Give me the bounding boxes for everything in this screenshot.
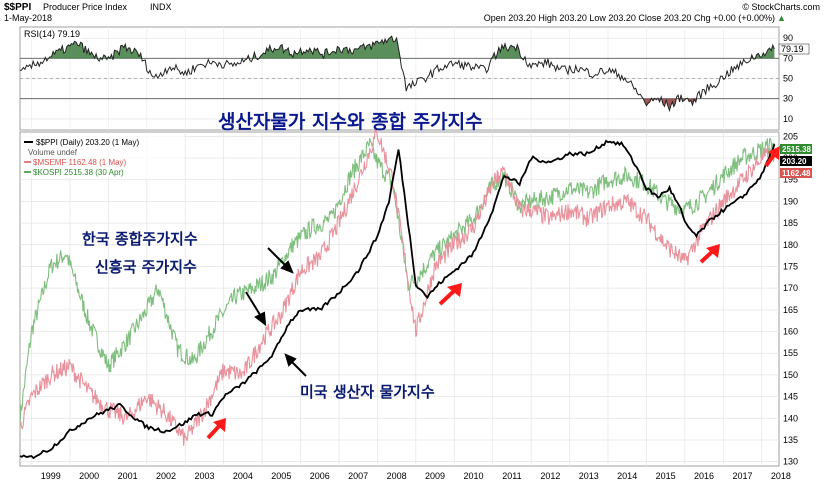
red-arrow-icon [699, 244, 720, 264]
right-value-tags: 2515.38 203.20 1162.48 [780, 144, 812, 178]
y-tick-label: 175 [783, 261, 798, 271]
x-tick-label: 2014 [617, 471, 637, 481]
annotation-pointers [245, 247, 307, 377]
x-tick-label: 2017 [732, 471, 752, 481]
red-arrow-icon [206, 418, 226, 440]
x-tick-label: 2002 [156, 471, 176, 481]
msemf-pointer-head-icon [254, 311, 267, 327]
watermark: © StockCharts.com [742, 2, 820, 12]
x-tick-label: 2018 [771, 471, 791, 481]
up-arrow-icon: ▲ [777, 13, 786, 23]
main-panel: 2052001951901851801751701651601551501451… [19, 127, 812, 481]
rsi-label: RSI(14) 79.19 [24, 29, 80, 39]
rsi-panel: 90 70 50 30 10 79.19 RSI(14) 79.19 [19, 26, 810, 131]
rsi-tick-label: 10 [783, 114, 793, 124]
x-tick-label: 2015 [656, 471, 676, 481]
x-tick-label: 2010 [463, 471, 483, 481]
y-tick-label: 155 [783, 348, 798, 358]
y-tick-label: 180 [783, 240, 798, 250]
x-tick-label: 2012 [540, 471, 560, 481]
msemf-annotation: 신흥국 주가지수 [95, 258, 197, 276]
x-axis-tick-labels: 1999 2000 2001 2002 2003 2004 2005 2006 2007 2008… [41, 471, 791, 481]
x-tick-label: 2000 [79, 471, 99, 481]
main-y-tick-labels: 2052001951901851801751701651601551501451… [783, 131, 798, 466]
x-tick-label: 2009 [425, 471, 445, 481]
y-tick-label: 185 [783, 218, 798, 228]
date-label: 1-May-2018 [4, 13, 52, 23]
legend: $$PPI (Daily) 203.20 (1 May) Volume unde… [22, 134, 184, 178]
x-tick-label: 2004 [233, 471, 253, 481]
ohlc-readout: Open 203.20 High 203.20 Low 203.20 Close… [484, 13, 775, 23]
symbol-label: $$PPI [4, 2, 31, 13]
highlight-arrows [206, 146, 780, 440]
legend-kospi: $KOSPI 2515.38 (30 Apr) [33, 168, 124, 177]
legend-msemf: $MSEMF 1162.48 (1 May) [33, 158, 127, 167]
msemf-pointer-arrow-icon [245, 291, 263, 319]
msemf-series-line [19, 127, 775, 446]
rsi-value-tag [778, 43, 810, 55]
x-tick-label: 2008 [387, 471, 407, 481]
kospi-pointer-head-icon [280, 260, 294, 274]
ppi-pointer-head-icon [284, 353, 297, 367]
y-tick-label: 145 [783, 392, 798, 402]
x-tick-label: 2003 [194, 471, 214, 481]
msemf-value-tag: 1162.48 [782, 169, 811, 178]
x-tick-label: 2011 [502, 471, 521, 481]
y-tick-label: 195 [783, 175, 798, 185]
y-tick-label: 205 [783, 131, 798, 141]
exchange-label: INDX [150, 2, 172, 12]
kospi-annotation: 한국 종합주가지수 [82, 230, 198, 248]
x-tick-label: 2005 [271, 471, 291, 481]
y-tick-label: 130 [783, 457, 798, 467]
red-arrow-icon [438, 283, 462, 306]
red-arrow-icon [764, 146, 780, 168]
y-tick-label: 190 [783, 196, 798, 206]
rsi-value-tag-text: 79.19 [781, 44, 804, 54]
rsi-tick-label: 30 [783, 94, 793, 104]
ppi-series-line [19, 139, 776, 460]
rsi-tick-label: 70 [783, 53, 793, 63]
legend-ppi: $$PPI (Daily) 203.20 (1 May) [36, 138, 139, 147]
legend-volume: Volume undef [28, 148, 78, 157]
ppi-annotation: 미국 생산자 물가지수 [300, 383, 435, 401]
y-tick-label: 150 [783, 370, 798, 380]
rsi-tick-label: 50 [783, 74, 793, 84]
y-tick-label: 170 [783, 283, 798, 293]
x-tick-label: 1999 [41, 471, 61, 481]
y-tick-label: 165 [783, 305, 798, 315]
rsi-tick-labels: 90 70 50 30 10 [783, 33, 793, 124]
x-tick-label: 2013 [579, 471, 599, 481]
rsi-tick-label: 90 [783, 33, 793, 43]
chart-overlay-title: 생산자물가 지수와 종합 주가지수 [218, 111, 483, 133]
x-tick-label: 2016 [694, 471, 714, 481]
kospi-value-tag: 2515.38 [782, 145, 811, 154]
y-tick-label: 160 [783, 327, 798, 337]
y-tick-label: 135 [783, 435, 798, 445]
index-name: Producer Price Index [43, 2, 128, 12]
ppi-value-tag: 203.20 [782, 157, 807, 166]
x-tick-label: 2001 [118, 471, 138, 481]
y-tick-label: 140 [783, 413, 798, 423]
rsi-line [19, 35, 775, 113]
rsi-overbought-fill [20, 36, 775, 59]
x-tick-label: 2007 [348, 471, 368, 481]
x-tick-label: 2006 [310, 471, 330, 481]
